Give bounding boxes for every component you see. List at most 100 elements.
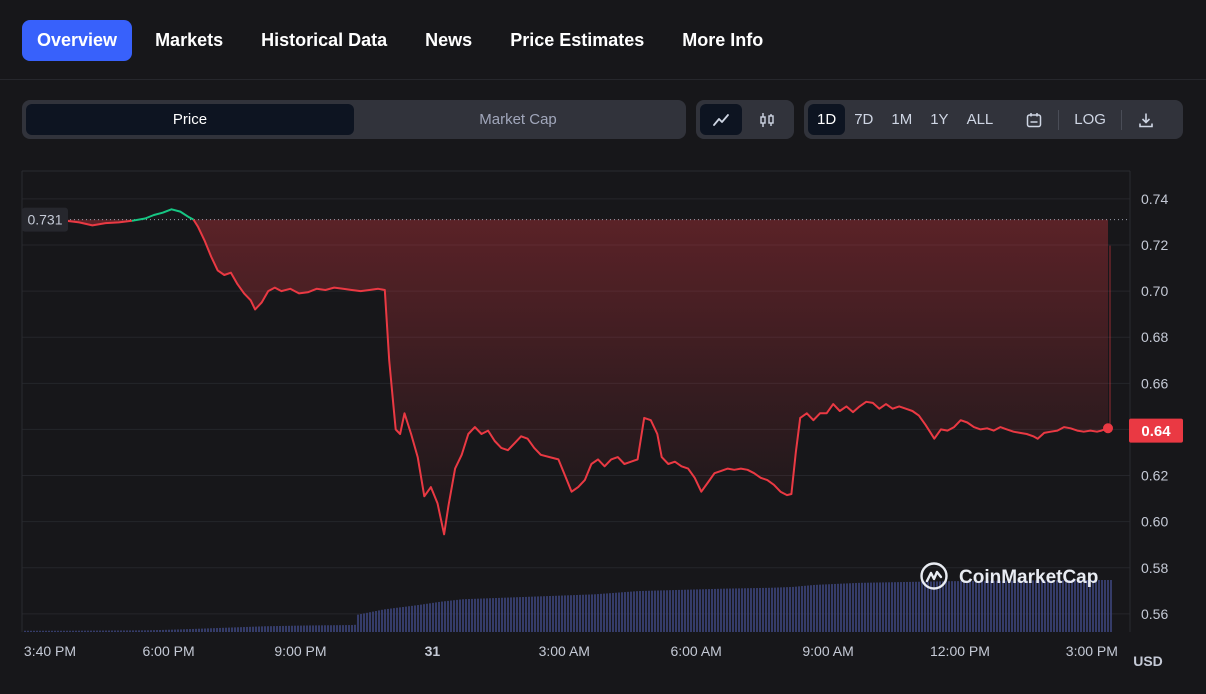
tab-overview[interactable]: Overview [22, 20, 133, 61]
volume-bar [915, 581, 917, 632]
volume-bar [315, 625, 317, 632]
volume-bar [108, 630, 110, 632]
tab-bar: Overview Markets Historical Data News Pr… [22, 20, 786, 61]
volume-bar [627, 591, 629, 632]
volume-bar [873, 582, 875, 632]
volume-bar [336, 625, 338, 632]
log-scale-button[interactable]: LOG [1074, 111, 1106, 128]
volume-bar [900, 582, 902, 632]
volume-bar [657, 590, 659, 632]
volume-bar [276, 626, 278, 632]
volume-bar [504, 597, 506, 632]
volume-bar [972, 580, 974, 632]
volume-bar [948, 581, 950, 632]
volume-bar [591, 594, 593, 632]
volume-bar [147, 630, 149, 632]
line-chart-button[interactable] [700, 104, 742, 135]
volume-bar [921, 581, 923, 632]
volume-bar [918, 581, 920, 632]
tab-price-estimates[interactable]: Price Estimates [510, 30, 645, 50]
volume-bar [732, 588, 734, 632]
volume-bar [168, 629, 170, 632]
volume-bar [771, 587, 773, 632]
volume-bar [1038, 580, 1040, 632]
volume-bar [852, 583, 854, 632]
volume-bar [303, 625, 305, 632]
volume-bar [243, 627, 245, 632]
volume-bar [618, 592, 620, 632]
volume-bar [1035, 580, 1037, 632]
volume-bar [507, 597, 509, 632]
range-1y-button[interactable]: 1Y [930, 111, 949, 128]
volume-bar [81, 630, 83, 632]
volume-bar [126, 630, 128, 632]
volume-bar [804, 585, 806, 632]
volume-bar [564, 595, 566, 632]
volume-bar [444, 601, 446, 632]
volume-bar [978, 580, 980, 632]
volume-bar [498, 597, 500, 632]
volume-bar [453, 600, 455, 632]
volume-bar [690, 589, 692, 632]
volume-bar [783, 587, 785, 632]
volume-bar [774, 587, 776, 632]
volume-bar [387, 608, 389, 632]
volume-bar [87, 630, 89, 632]
price-chart[interactable]: 0.74 0.72 0.70 0.68 0.66 0.64 0.62 0.60 0.58 0.56… [0, 160, 1206, 694]
volume-bar [729, 588, 731, 632]
volume-bar [483, 598, 485, 632]
volume-bar [1080, 580, 1082, 632]
market-cap-toggle-button[interactable]: Market Cap [479, 111, 557, 128]
range-1m-button[interactable]: 1M [891, 111, 913, 128]
volume-bar [360, 614, 362, 632]
price-line-up-segment [131, 208, 194, 222]
volume-bar [333, 625, 335, 632]
volume-bar [681, 589, 683, 632]
volume-bar [477, 598, 479, 632]
volume-bar [177, 629, 179, 632]
volume-bar [231, 627, 233, 632]
x-tick-label: 6:00 PM [143, 643, 195, 659]
volume-bar [480, 598, 482, 632]
volume-bar [768, 587, 770, 632]
volume-bar [465, 599, 467, 632]
volume-bar [318, 625, 320, 632]
price-toggle-button[interactable]: Price [26, 104, 354, 135]
x-tick-label: 9:00 PM [274, 643, 326, 659]
range-1d-button[interactable]: 1D [808, 104, 846, 135]
download-button[interactable] [1128, 104, 1164, 135]
volume-bar [441, 601, 443, 632]
range-all-button[interactable]: ALL [966, 111, 994, 128]
tab-news[interactable]: News [425, 30, 473, 50]
volume-bar [537, 596, 539, 632]
volume-bar [1089, 580, 1091, 632]
volume-bar [501, 597, 503, 632]
volume-bar [723, 588, 725, 632]
volume-bar [1005, 580, 1007, 632]
volume-bar [987, 580, 989, 632]
volume-bar [696, 589, 698, 632]
volume-bar [204, 628, 206, 632]
volume-bar [471, 598, 473, 632]
range-7d-button[interactable]: 7D [854, 111, 874, 128]
tab-markets[interactable]: Markets [155, 30, 224, 50]
tab-historical-data[interactable]: Historical Data [261, 30, 388, 50]
time-range-selector: 1D 7D 1M 1Y ALL LOG [804, 100, 1183, 139]
volume-bar [1059, 580, 1061, 632]
volume-bar [522, 596, 524, 632]
coinmarketcap-logo-icon [920, 562, 948, 590]
volume-bar [969, 581, 971, 632]
volume-bar [33, 630, 35, 632]
volume-bar [159, 629, 161, 632]
candlestick-chart-button[interactable] [746, 104, 788, 135]
calendar-button[interactable] [1016, 104, 1052, 135]
volume-bar [699, 589, 701, 632]
tab-more-info[interactable]: More Info [682, 30, 764, 50]
open-price-label: 0.731 [22, 207, 68, 232]
volume-bar [432, 602, 434, 632]
y-tick-label: 0.66 [1141, 375, 1168, 391]
volume-bar [843, 583, 845, 632]
volume-bar [345, 625, 347, 632]
volume-bar [930, 581, 932, 632]
download-icon [1139, 113, 1153, 127]
